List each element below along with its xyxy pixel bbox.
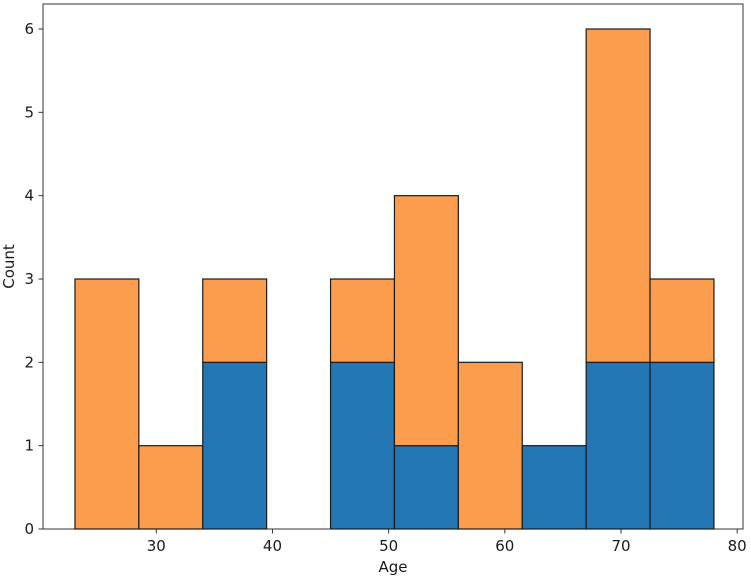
orange-series-bar-segment xyxy=(329,278,396,363)
blue-series-bar-segment xyxy=(585,361,651,530)
x-tick-label: 50 xyxy=(379,537,398,555)
blue-series-bar-segment xyxy=(521,445,587,530)
blue-series-bar-segment xyxy=(329,361,396,530)
x-tick-label: 30 xyxy=(147,537,166,555)
x-tick-label: 60 xyxy=(495,537,514,555)
blue-series-bar-segment xyxy=(393,445,459,530)
blue-series-bar-segment xyxy=(649,361,715,530)
y-tick-label: 2 xyxy=(24,353,34,371)
orange-series-bar-segment xyxy=(457,361,523,530)
x-tick-label: 80 xyxy=(728,537,747,555)
y-tick-label: 1 xyxy=(24,437,34,455)
orange-series-bar-segment xyxy=(202,278,268,363)
orange-series-bar-segment xyxy=(649,278,715,363)
orange-series-bar-segment xyxy=(393,195,459,447)
y-tick-label: 6 xyxy=(24,20,34,38)
y-tick-label: 4 xyxy=(24,187,34,205)
y-tick-label: 5 xyxy=(24,103,34,121)
x-tick-label: 40 xyxy=(263,537,282,555)
x-tick-label: 70 xyxy=(611,537,630,555)
x-axis-label: Age xyxy=(378,558,407,576)
y-tick-label: 3 xyxy=(24,270,34,288)
orange-series-bar-segment xyxy=(74,278,140,530)
y-tick-label: 0 xyxy=(24,520,34,538)
orange-series-bar-segment xyxy=(585,28,651,363)
y-axis-label: Count xyxy=(0,244,18,289)
blue-series-bar-segment xyxy=(202,361,268,530)
orange-series-bar-segment xyxy=(138,445,204,530)
